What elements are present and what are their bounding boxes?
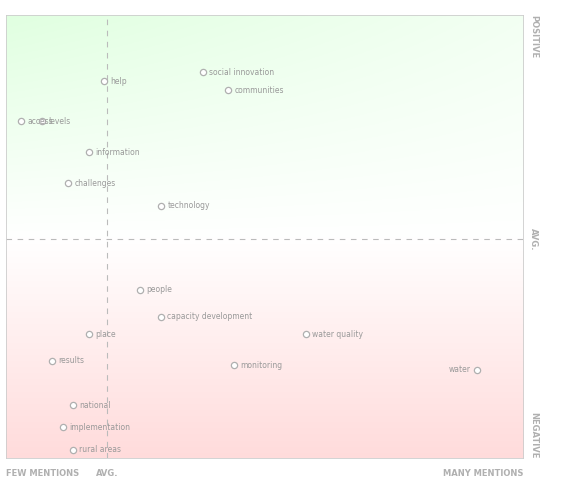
Text: monitoring: monitoring bbox=[240, 361, 282, 370]
Text: water: water bbox=[449, 365, 470, 374]
Text: information: information bbox=[95, 148, 139, 157]
Text: AVG.: AVG. bbox=[95, 469, 118, 478]
Text: water quality: water quality bbox=[312, 330, 363, 339]
Text: technology: technology bbox=[168, 201, 210, 210]
Text: rural areas: rural areas bbox=[79, 445, 121, 454]
Text: national: national bbox=[79, 401, 111, 410]
Text: FEW MENTIONS: FEW MENTIONS bbox=[6, 469, 79, 478]
Text: people: people bbox=[146, 285, 172, 294]
Text: communities: communities bbox=[235, 86, 284, 95]
Text: POSITIVE: POSITIVE bbox=[529, 15, 538, 58]
Text: AVG.: AVG. bbox=[529, 228, 538, 250]
Text: help: help bbox=[111, 77, 127, 86]
Text: results: results bbox=[59, 356, 85, 365]
Text: capacity development: capacity development bbox=[168, 312, 253, 321]
Text: place: place bbox=[95, 330, 115, 339]
Text: MANY MENTIONS: MANY MENTIONS bbox=[443, 469, 523, 478]
Text: implementation: implementation bbox=[69, 423, 130, 432]
Text: challenges: challenges bbox=[74, 179, 115, 188]
Text: access: access bbox=[28, 117, 54, 126]
Text: NEGATIVE: NEGATIVE bbox=[529, 412, 538, 458]
Text: social innovation: social innovation bbox=[209, 68, 274, 77]
Text: levels: levels bbox=[48, 117, 71, 126]
